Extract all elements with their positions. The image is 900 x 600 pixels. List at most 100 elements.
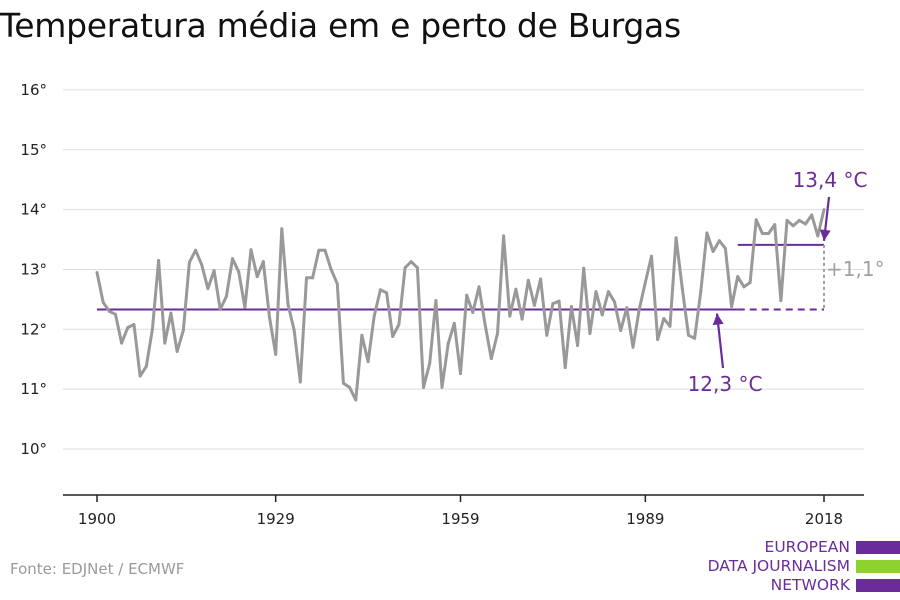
edjnet-logo[interactable]: EUROPEAN DATA JOURNALISM NETWORK — [700, 536, 900, 600]
page-title: Temperatura média em e perto de Burgas — [0, 6, 681, 45]
series-point — [822, 208, 826, 212]
series-point — [440, 385, 444, 389]
series-point — [292, 328, 296, 332]
logo-bar-purple-bottom — [856, 579, 900, 592]
logo-line-1: EUROPEAN — [764, 538, 850, 556]
series-point — [613, 300, 617, 304]
series-point — [335, 282, 339, 286]
series-point — [637, 308, 641, 312]
series-point — [686, 333, 690, 337]
series-point — [187, 260, 191, 264]
series-point — [280, 227, 284, 231]
series-point — [194, 248, 198, 252]
logo-line-2: DATA JOURNALISM — [707, 557, 850, 575]
series-point — [341, 381, 345, 385]
series-point — [606, 290, 610, 294]
series-point — [169, 311, 173, 315]
series-point — [711, 249, 715, 253]
series-point — [532, 303, 536, 307]
series-point — [619, 328, 623, 332]
series-point — [163, 341, 167, 345]
series-point — [545, 333, 549, 337]
baseline-arrow-head — [712, 313, 724, 326]
series-point — [816, 234, 820, 238]
series-point — [329, 267, 333, 271]
series-point — [391, 334, 395, 338]
source-credit: Fonte: EDJNet / ECMWF — [10, 560, 185, 578]
series-point — [113, 312, 117, 316]
series-point — [231, 257, 235, 261]
series-point — [304, 276, 308, 280]
series-point — [569, 305, 573, 309]
series-point — [748, 281, 752, 285]
series-point — [576, 343, 580, 347]
logo-bar-green — [856, 560, 900, 573]
logo-bar-purple-top — [856, 541, 900, 554]
series-points — [95, 208, 826, 402]
series-point — [705, 231, 709, 235]
series-point — [434, 299, 438, 303]
series-point — [594, 290, 598, 294]
recent-arrow-head — [819, 229, 831, 241]
series-point — [255, 275, 259, 279]
y-tick-label: 12° — [20, 320, 47, 338]
series-point — [668, 324, 672, 328]
y-axis-tick-labels: 10° 11° 12° 13° 14° 15° 16° — [20, 81, 47, 458]
series-point — [298, 380, 302, 384]
series-point — [218, 308, 222, 312]
series-point — [797, 218, 801, 222]
series-point — [157, 258, 161, 262]
series-point — [483, 323, 487, 327]
series-point — [656, 337, 660, 341]
series-point — [366, 360, 370, 364]
series-point — [348, 385, 352, 389]
series-point — [600, 313, 604, 317]
series-point — [674, 236, 678, 240]
y-tick-label: 10° — [20, 440, 47, 458]
y-tick-label: 16° — [20, 81, 47, 99]
x-tick-label: 1989 — [626, 510, 664, 528]
x-tick-label: 2018 — [805, 510, 843, 528]
series-point — [274, 352, 278, 356]
series-point — [489, 357, 493, 361]
series-point — [261, 260, 265, 264]
series-point — [804, 222, 808, 226]
y-tick-label: 14° — [20, 201, 47, 219]
series-point — [662, 317, 666, 321]
series-point — [502, 234, 506, 238]
series-point — [224, 294, 228, 298]
series-point — [107, 309, 111, 313]
series-point — [631, 345, 635, 349]
x-tick-label: 1929 — [257, 510, 295, 528]
logo-line-3: NETWORK — [770, 576, 850, 594]
series-point — [551, 302, 555, 306]
series-point — [144, 364, 148, 368]
series-point — [471, 311, 475, 315]
series-point — [397, 323, 401, 327]
series-point — [557, 299, 561, 303]
series-point — [249, 248, 253, 252]
series-point — [311, 276, 315, 280]
series-point — [378, 288, 382, 292]
series-point — [243, 305, 247, 309]
series-point — [791, 224, 795, 228]
series-point — [403, 266, 407, 270]
series-point — [132, 323, 136, 327]
series-point — [723, 247, 727, 251]
series-point — [323, 248, 327, 252]
series-point — [717, 239, 721, 243]
series-point — [754, 218, 758, 222]
series-point — [693, 336, 697, 340]
series-point — [268, 315, 272, 319]
series-point — [360, 333, 364, 337]
series-point — [206, 287, 210, 291]
y-tick-label: 13° — [20, 260, 47, 278]
series-point — [446, 342, 450, 346]
series-point — [526, 278, 530, 282]
series-point — [625, 306, 629, 310]
series-point — [452, 321, 456, 325]
series-point — [785, 218, 789, 222]
y-tick-label: 15° — [20, 141, 47, 159]
series-point — [465, 293, 469, 297]
series-point — [520, 317, 524, 321]
